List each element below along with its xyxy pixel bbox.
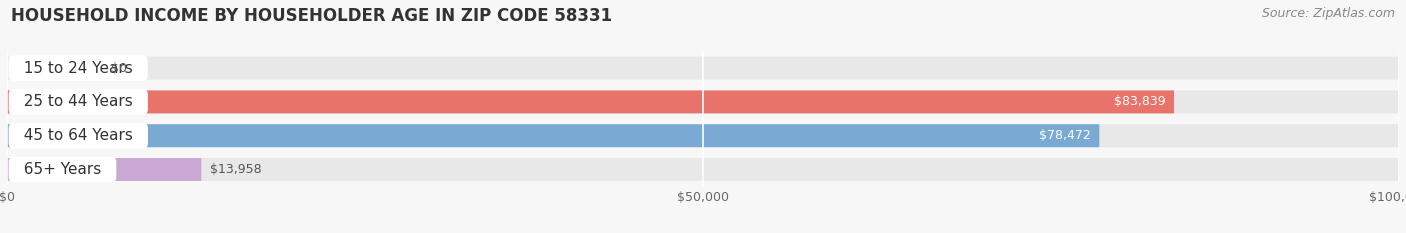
Text: 45 to 64 Years: 45 to 64 Years <box>14 128 142 143</box>
Text: $13,958: $13,958 <box>209 163 262 176</box>
Text: 25 to 44 Years: 25 to 44 Years <box>14 94 142 110</box>
FancyBboxPatch shape <box>7 90 1399 113</box>
Text: $83,839: $83,839 <box>1114 96 1166 108</box>
FancyBboxPatch shape <box>7 57 1399 80</box>
Text: 15 to 24 Years: 15 to 24 Years <box>14 61 142 76</box>
Text: 65+ Years: 65+ Years <box>14 162 111 177</box>
Text: $0: $0 <box>111 62 128 75</box>
FancyBboxPatch shape <box>7 158 201 181</box>
Text: $78,472: $78,472 <box>1039 129 1091 142</box>
FancyBboxPatch shape <box>7 124 1099 147</box>
FancyBboxPatch shape <box>7 124 1399 147</box>
FancyBboxPatch shape <box>7 90 1174 113</box>
FancyBboxPatch shape <box>7 158 1399 181</box>
Text: Source: ZipAtlas.com: Source: ZipAtlas.com <box>1261 7 1395 20</box>
Text: HOUSEHOLD INCOME BY HOUSEHOLDER AGE IN ZIP CODE 58331: HOUSEHOLD INCOME BY HOUSEHOLDER AGE IN Z… <box>11 7 613 25</box>
